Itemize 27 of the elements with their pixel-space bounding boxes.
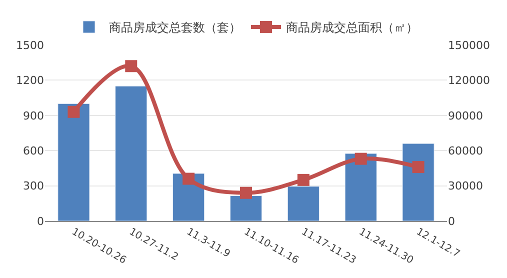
point bbox=[182, 172, 195, 185]
y-tick-label: 1200 bbox=[16, 74, 44, 88]
point bbox=[68, 106, 80, 118]
legend-label: 商品房成交总套数（套） bbox=[109, 20, 241, 35]
bar bbox=[402, 143, 434, 221]
y2-tick-label: 90000 bbox=[448, 109, 483, 122]
y-tick-label: 0 bbox=[37, 214, 44, 228]
y-tick-label: 1500 bbox=[16, 38, 44, 52]
y-tick-label: 600 bbox=[23, 144, 44, 158]
legend-label: 商品房成交总面积（㎡） bbox=[286, 20, 418, 35]
point bbox=[354, 152, 367, 165]
point bbox=[412, 161, 424, 174]
point bbox=[240, 186, 252, 199]
point bbox=[297, 174, 310, 186]
bar bbox=[115, 86, 148, 221]
y2-tick-label: 30000 bbox=[448, 180, 483, 193]
bar bbox=[230, 196, 262, 221]
y2-tick-label: 60000 bbox=[448, 144, 483, 158]
bar bbox=[344, 153, 377, 221]
y2-tick-label: 150000 bbox=[448, 38, 490, 52]
bar bbox=[287, 186, 320, 221]
y-tick-label: 300 bbox=[23, 180, 44, 193]
y-tick-label: 900 bbox=[23, 109, 44, 122]
bar bbox=[58, 103, 90, 221]
point bbox=[125, 60, 138, 72]
y2-tick-label: 0 bbox=[448, 214, 455, 228]
y2-tick-label: 120000 bbox=[448, 74, 490, 88]
